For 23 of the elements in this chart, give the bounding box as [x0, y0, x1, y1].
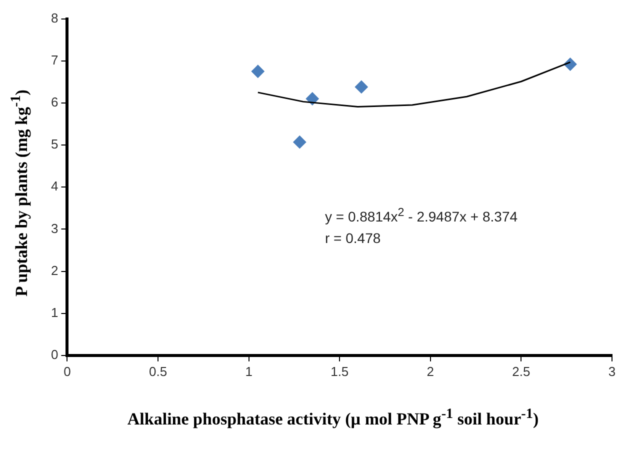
point — [306, 92, 319, 106]
x-tick-label: 1.5 — [330, 364, 349, 379]
x-tick-label: 0.5 — [148, 364, 168, 379]
y-tick-label: 5 — [50, 136, 58, 152]
y-tick-label: 0 — [50, 346, 58, 362]
y-tick-label: 2 — [50, 262, 58, 278]
x-tick-label: 2 — [426, 364, 434, 379]
annotation: r = 0.478 — [325, 230, 381, 246]
point — [293, 136, 306, 149]
y-tick-label: 1 — [50, 304, 58, 320]
x-tick-label: 2.5 — [512, 364, 530, 379]
y-tick-label: 8 — [50, 10, 58, 26]
y-tick-label: 6 — [50, 94, 58, 110]
y-tick-label: 4 — [50, 178, 58, 194]
annotation: y = 0.8814x$^{2}$ - 2.9487x + 8.374 — [325, 206, 518, 225]
x-tick-label: 0 — [64, 364, 71, 379]
x-axis-title: Alkaline phosphatase activity (µ mol PNP g$^{-1}$ soil hour$^{-1}$) — [127, 406, 539, 430]
x-tick-label: 1 — [245, 364, 252, 379]
y-tick-label: 7 — [50, 52, 58, 68]
point — [354, 80, 368, 94]
y-tick-label: 3 — [50, 220, 58, 236]
x-tick-label: 3 — [608, 364, 616, 379]
point — [251, 64, 264, 78]
